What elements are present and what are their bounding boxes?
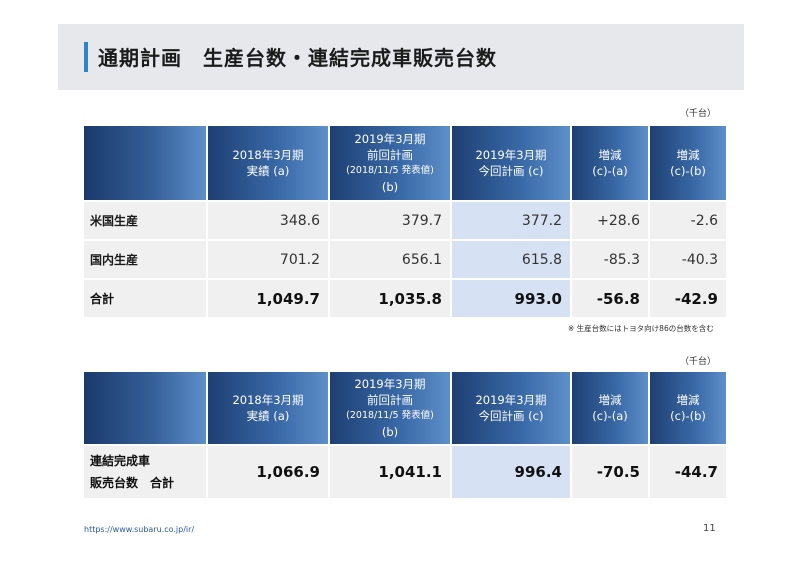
- footer-url-link[interactable]: https://www.subaru.co.jp/ir/: [84, 525, 195, 534]
- page-title: 通期計画 生産台数・連結完成車販売台数: [98, 46, 497, 70]
- row-label-domestic-production: 国内生産: [84, 241, 206, 278]
- page-number: 11: [703, 523, 716, 534]
- value-cell: -2.6: [650, 202, 726, 239]
- table-row-total: 連結完成車 販売台数 合計 1,066.9 1,041.1 996.4 -70.5…: [84, 446, 726, 498]
- sales-table: 2018年3月期 実績 (a) 2019年3月期 前回計画 (2018/11/5 発…: [82, 370, 728, 500]
- value-cell: 656.1: [330, 241, 450, 278]
- value-cell: 996.4: [452, 446, 570, 498]
- value-cell: +28.6: [572, 202, 648, 239]
- table1-unit: （千台）: [680, 109, 717, 119]
- header-col-change-ca: 増減 (c)-(a): [572, 372, 648, 444]
- title-accent-bar: [84, 42, 88, 72]
- header-col-fy2018-actual: 2018年3月期 実績 (a): [208, 372, 328, 444]
- value-cell: 993.0: [452, 280, 570, 317]
- value-cell: -85.3: [572, 241, 648, 278]
- table-header-row: 2018年3月期 実績 (a) 2019年3月期 前回計画 (2018/11/5 発…: [84, 372, 726, 444]
- value-cell: 379.7: [330, 202, 450, 239]
- header-col-previous-plan: 2019年3月期 前回計画 (2018/11/5 発表値) (b): [330, 126, 450, 200]
- header-col-current-plan: 2019年3月期 今回計画 (c): [452, 126, 570, 200]
- row-label-us-production: 米国生産: [84, 202, 206, 239]
- row-label-consolidated-sales: 連結完成車 販売台数 合計: [84, 446, 206, 498]
- value-cell: 615.8: [452, 241, 570, 278]
- value-cell: -56.8: [572, 280, 648, 317]
- value-cell: 1,041.1: [330, 446, 450, 498]
- footnote: ※ 生産台数にはトヨタ向け86の台数を含む: [568, 324, 714, 333]
- row-label-total: 合計: [84, 280, 206, 317]
- value-cell: -42.9: [650, 280, 726, 317]
- table-row-total: 合計 1,049.7 1,035.8 993.0 -56.8 -42.9: [84, 280, 726, 317]
- value-cell: 1,066.9: [208, 446, 328, 498]
- header-col-previous-plan: 2019年3月期 前回計画 (2018/11/5 発表値) (b): [330, 372, 450, 444]
- header-col-change-ca: 増減 (c)-(a): [572, 126, 648, 200]
- table-row: 米国生産 348.6 379.7 377.2 +28.6 -2.6: [84, 202, 726, 239]
- table-row: 国内生産 701.2 656.1 615.8 -85.3 -40.3: [84, 241, 726, 278]
- header-col-change-cb: 増減 (c)-(b): [650, 372, 726, 444]
- value-cell: 701.2: [208, 241, 328, 278]
- title-bar: 通期計画 生産台数・連結完成車販売台数: [58, 24, 744, 90]
- value-cell: -40.3: [650, 241, 726, 278]
- table2-unit: （千台）: [680, 357, 717, 367]
- header-col-current-plan: 2019年3月期 今回計画 (c): [452, 372, 570, 444]
- value-cell: 1,035.8: [330, 280, 450, 317]
- header-col-change-cb: 増減 (c)-(b): [650, 126, 726, 200]
- table-header-row: 2018年3月期 実績 (a) 2019年3月期 前回計画 (2018/11/5 発…: [84, 126, 726, 200]
- value-cell: -44.7: [650, 446, 726, 498]
- header-corner: [84, 372, 206, 444]
- header-col-fy2018-actual: 2018年3月期 実績 (a): [208, 126, 328, 200]
- header-corner: [84, 126, 206, 200]
- value-cell: 1,049.7: [208, 280, 328, 317]
- value-cell: 348.6: [208, 202, 328, 239]
- value-cell: 377.2: [452, 202, 570, 239]
- value-cell: -70.5: [572, 446, 648, 498]
- production-table: 2018年3月期 実績 (a) 2019年3月期 前回計画 (2018/11/5 発…: [82, 124, 728, 319]
